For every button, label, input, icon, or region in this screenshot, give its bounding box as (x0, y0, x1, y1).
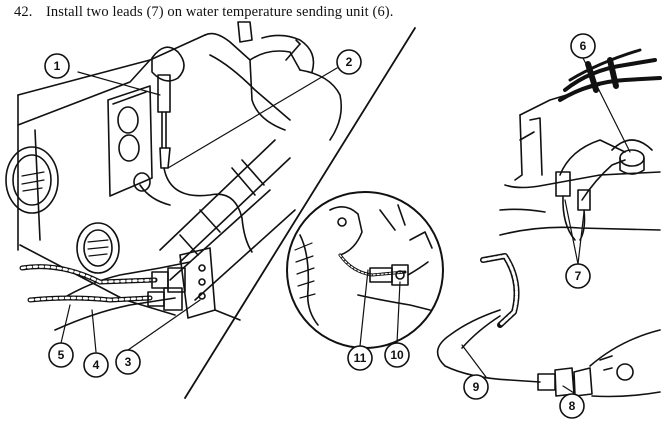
callout-9: 9 (463, 374, 489, 400)
callout-8: 8 (559, 393, 585, 419)
svg-text:3: 3 (125, 355, 132, 369)
svg-text:6: 6 (580, 39, 587, 53)
leader-lines (60, 57, 631, 394)
svg-text:2: 2 (346, 55, 353, 69)
svg-text:9: 9 (473, 380, 480, 394)
svg-text:1: 1 (54, 59, 61, 73)
step-text: Install two leads (7) on water temperatu… (46, 4, 394, 20)
callout-1: 1 (44, 53, 70, 79)
step-number: 42. (14, 4, 33, 20)
svg-text:10: 10 (390, 348, 404, 362)
callout-6: 6 (570, 33, 596, 59)
callout-10: 10 (384, 342, 410, 368)
svg-text:7: 7 (575, 269, 582, 283)
step-instruction: 42. Install two leads (7) on water temper… (14, 4, 393, 21)
view-divider (184, 27, 416, 399)
callout-5: 5 (48, 342, 74, 368)
svg-text:8: 8 (569, 399, 576, 413)
callout-markers: 1 2 3 4 5 6 7 8 9 10 11 (44, 33, 596, 419)
callout-7: 7 (565, 263, 591, 289)
callout-2: 2 (336, 49, 362, 75)
detail-circle (286, 191, 444, 349)
callout-4: 4 (83, 352, 109, 378)
engine-bay-view (5, 21, 343, 331)
sending-unit-view (499, 48, 662, 241)
svg-text:5: 5 (58, 348, 65, 362)
svg-text:11: 11 (354, 351, 367, 365)
callout-3: 3 (115, 349, 141, 375)
svg-text:4: 4 (93, 358, 100, 372)
callout-11: 11 (347, 345, 373, 371)
